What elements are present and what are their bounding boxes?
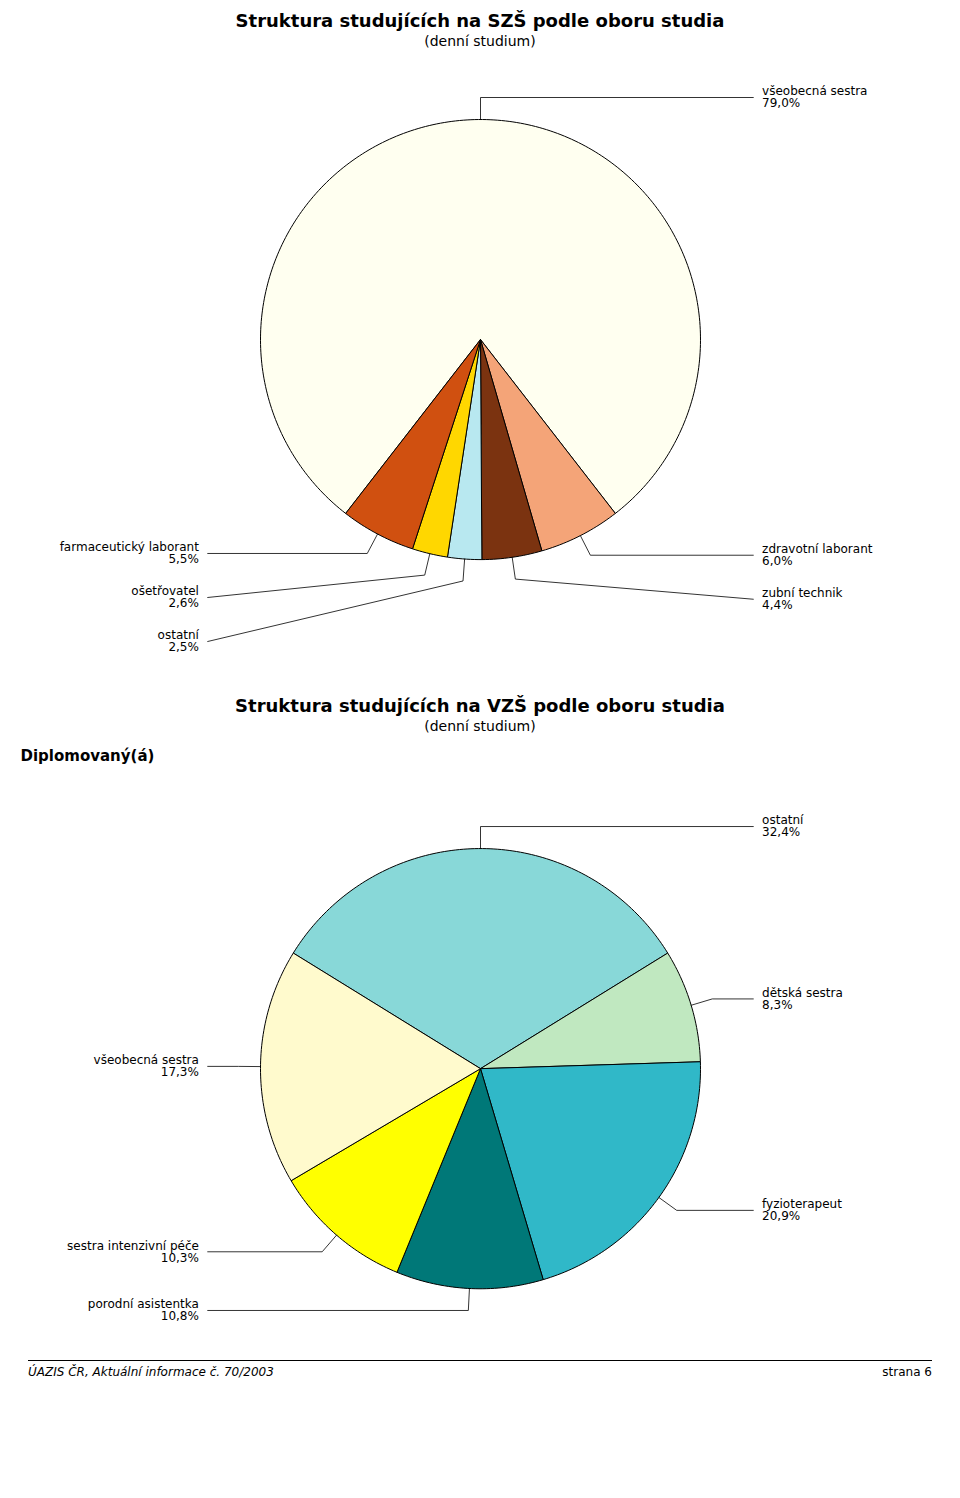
svg-text:zdravotní laborant6,0%: zdravotní laborant6,0%	[762, 542, 873, 568]
html-text:ÚAZIS ČR, Aktuální informace č: ÚAZIS ČR, Aktuální informace č. 70/2003	[28, 1365, 274, 1379]
svg-text:sestra intenzivní péče10,3%: sestra intenzivní péče10,3%	[67, 1239, 199, 1265]
html-text:Struktura studujících na VZŠ p: Struktura studujících na VZŠ podle oboru…	[235, 695, 725, 716]
svg-text:fyzioterapeut20,9%: fyzioterapeut20,9%	[762, 1197, 842, 1223]
html-text:strana 6: strana 6	[882, 1365, 932, 1379]
html-text:(denní studium): (denní studium)	[424, 33, 536, 49]
svg-text:všeobecná sestra17,3%: všeobecná sestra17,3%	[94, 1053, 199, 1079]
svg-text:dětská sestra8,3%: dětská sestra8,3%	[762, 986, 843, 1012]
html-text:Struktura studujících na SZŠ p: Struktura studujících na SZŠ podle oboru…	[235, 10, 725, 31]
svg-text:ostatní2,5%: ostatní2,5%	[158, 628, 200, 654]
svg-text:všeobecná sestra79,0%: všeobecná sestra79,0%	[762, 84, 867, 110]
svg-text:porodní asistentka10,8%: porodní asistentka10,8%	[88, 1297, 199, 1323]
svg-text:Diplomovaný(á): Diplomovaný(á)	[21, 747, 155, 765]
svg-text:ostatní32,4%: ostatní32,4%	[762, 813, 804, 839]
html-text:(denní studium): (denní studium)	[424, 718, 536, 734]
svg-text:ošetřovatel2,6%: ošetřovatel2,6%	[131, 584, 199, 610]
svg-text:zubní technik4,4%: zubní technik4,4%	[762, 586, 843, 612]
svg-text:farmaceutický laborant5,5%: farmaceutický laborant5,5%	[60, 540, 200, 566]
